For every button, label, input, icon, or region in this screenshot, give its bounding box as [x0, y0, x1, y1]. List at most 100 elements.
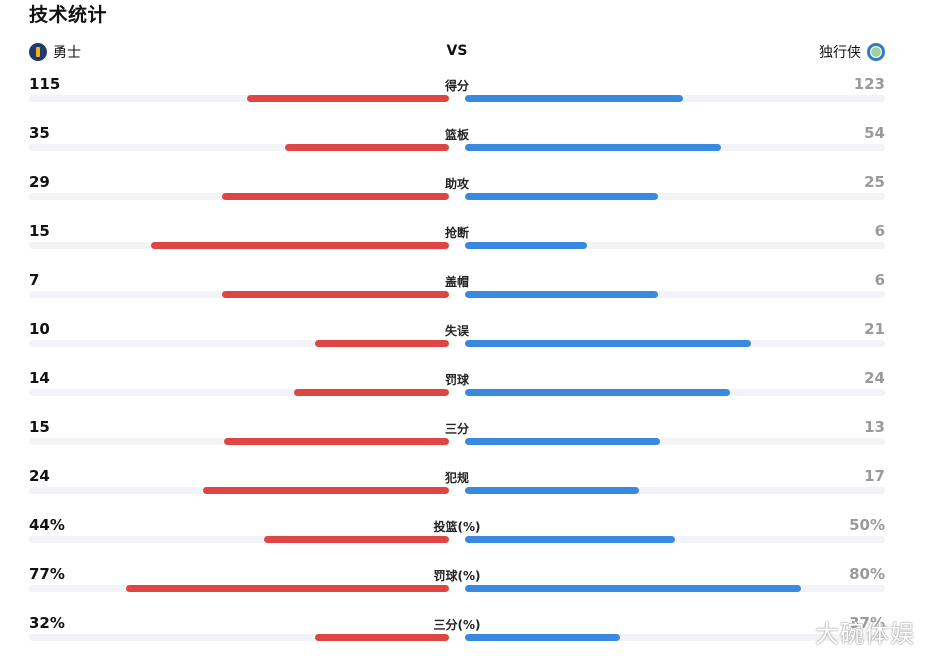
away-bar-fill [465, 536, 675, 543]
home-stat-value: 29 [29, 173, 50, 191]
home-bar-fill [285, 144, 449, 151]
home-bar-track [29, 487, 449, 494]
stat-label: 投篮(%) [433, 520, 481, 534]
away-team[interactable]: 独行侠 [819, 42, 885, 62]
away-stat-value: 37% [849, 614, 885, 632]
away-stat-value: 25 [864, 173, 885, 191]
away-bar-track [465, 193, 885, 200]
away-bar-fill [465, 487, 640, 494]
stat-label: 助攻 [444, 177, 470, 191]
stat-label: 三分 [444, 422, 470, 436]
page-title: 技术统计 [29, 4, 108, 26]
home-bar-track [29, 585, 449, 592]
stat-row: 24 犯规 17 [0, 467, 929, 516]
home-bar-fill [314, 634, 449, 641]
stat-label: 罚球(%) [433, 569, 481, 583]
warriors-logo-icon [29, 43, 47, 61]
away-stat-value: 17 [864, 467, 885, 485]
stat-label: 失误 [444, 324, 470, 338]
home-bar-fill [264, 536, 449, 543]
away-bar-fill [465, 95, 684, 102]
away-bar-track [465, 487, 885, 494]
stat-row: 15 抢断 6 [0, 222, 929, 271]
home-bar-fill [222, 193, 449, 200]
home-bar-track [29, 340, 449, 347]
home-bar-fill [247, 95, 449, 102]
home-bar-fill [125, 585, 449, 592]
stat-label: 抢断 [444, 226, 470, 240]
home-stat-value: 24 [29, 467, 50, 485]
stat-row: 7 盖帽 6 [0, 271, 929, 320]
home-bar-track [29, 242, 449, 249]
away-bar-track [465, 634, 885, 641]
away-bar-fill [465, 340, 751, 347]
away-bar-track [465, 95, 885, 102]
home-team[interactable]: 勇士 [29, 42, 81, 62]
away-stat-value: 24 [864, 369, 885, 387]
home-bar-track [29, 291, 449, 298]
away-bar-fill [465, 389, 730, 396]
away-bar-track [465, 291, 885, 298]
away-bar-fill [465, 144, 722, 151]
away-stat-value: 6 [874, 222, 885, 240]
away-bar-track [465, 438, 885, 445]
away-bar-track [465, 389, 885, 396]
stat-row: 115 得分 123 [0, 75, 929, 124]
stat-row: 32% 三分(%) 37% [0, 614, 929, 663]
stat-row: 29 助攻 25 [0, 173, 929, 222]
away-stat-value: 54 [864, 124, 885, 142]
stat-row: 77% 罚球(%) 80% [0, 565, 929, 614]
home-bar-track [29, 144, 449, 151]
away-bar-fill [465, 585, 801, 592]
home-stat-value: 15 [29, 418, 50, 436]
home-stat-value: 35 [29, 124, 50, 142]
home-bar-track [29, 438, 449, 445]
home-bar-fill [314, 340, 449, 347]
home-stat-value: 15 [29, 222, 50, 240]
watermark: 大碗体娱 [815, 620, 915, 648]
away-bar-fill [465, 291, 659, 298]
home-stat-value: 77% [29, 565, 65, 583]
away-bar-track [465, 536, 885, 543]
away-bar-track [465, 242, 885, 249]
vs-label: VS [446, 43, 468, 59]
away-team-name: 独行侠 [819, 45, 861, 61]
away-bar-track [465, 585, 885, 592]
home-stat-value: 115 [29, 75, 61, 93]
away-stat-value: 80% [849, 565, 885, 583]
home-bar-track [29, 634, 449, 641]
away-bar-fill [465, 438, 661, 445]
home-stat-value: 32% [29, 614, 65, 632]
home-stat-value: 44% [29, 516, 65, 534]
home-team-name: 勇士 [53, 45, 81, 61]
stat-label: 得分 [444, 79, 470, 93]
away-bar-fill [465, 193, 659, 200]
stat-label: 篮板 [444, 128, 470, 142]
home-bar-fill [222, 291, 449, 298]
away-stat-value: 50% [849, 516, 885, 534]
home-bar-fill [224, 438, 449, 445]
home-bar-fill [293, 389, 449, 396]
away-bar-fill [465, 634, 621, 641]
stat-label: 盖帽 [444, 275, 470, 289]
stat-row: 35 篮板 54 [0, 124, 929, 173]
home-stat-value: 14 [29, 369, 50, 387]
home-bar-track [29, 95, 449, 102]
away-stat-value: 123 [853, 75, 885, 93]
away-stat-value: 21 [864, 320, 885, 338]
home-bar-track [29, 536, 449, 543]
stat-label: 罚球 [444, 373, 470, 387]
away-bar-track [465, 340, 885, 347]
away-bar-fill [465, 242, 587, 249]
home-bar-track [29, 389, 449, 396]
away-stat-value: 6 [874, 271, 885, 289]
home-bar-fill [203, 487, 449, 494]
stat-row: 15 三分 13 [0, 418, 929, 467]
stat-row: 10 失误 21 [0, 320, 929, 369]
stat-label: 三分(%) [433, 618, 481, 632]
stat-row: 44% 投篮(%) 50% [0, 516, 929, 565]
home-bar-track [29, 193, 449, 200]
away-bar-track [465, 144, 885, 151]
stat-label: 犯规 [444, 471, 470, 485]
home-stat-value: 10 [29, 320, 50, 338]
